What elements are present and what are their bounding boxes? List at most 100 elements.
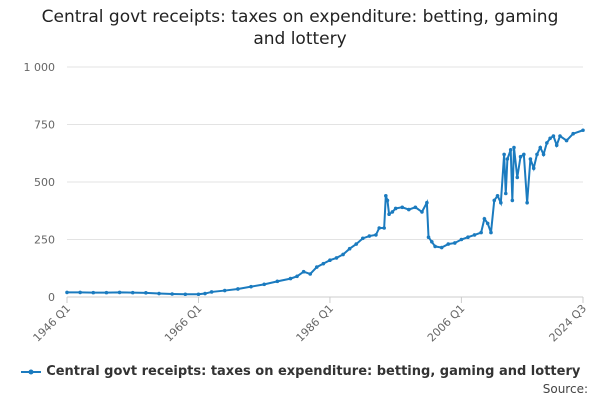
data-point — [144, 291, 148, 295]
data-point — [538, 145, 543, 150]
chart-title: Central govt receipts: taxes on expendit… — [41, 7, 559, 49]
data-point — [439, 245, 444, 250]
data-point — [430, 240, 434, 244]
data-point — [262, 282, 266, 287]
data-point — [459, 237, 464, 242]
data-point — [564, 138, 569, 143]
data-point — [407, 207, 411, 212]
data-point — [65, 290, 69, 295]
y-tick-label: 250 — [34, 234, 55, 247]
data-point — [515, 175, 520, 180]
data-point — [203, 291, 207, 296]
data-point — [384, 194, 388, 198]
data-point — [558, 134, 562, 138]
data-point — [321, 261, 326, 266]
x-tick-label: 2024 Q3 — [547, 302, 590, 345]
data-point — [387, 212, 391, 216]
x-tick-label: 1986 Q1 — [294, 302, 337, 345]
data-point — [382, 226, 386, 230]
data-point — [545, 141, 549, 145]
data-point — [104, 290, 109, 295]
data-point — [548, 136, 552, 141]
data-point — [301, 269, 306, 274]
data-point — [485, 221, 490, 226]
data-point — [183, 292, 188, 297]
data-point — [78, 290, 82, 295]
data-point — [433, 244, 437, 249]
data-point — [130, 290, 135, 295]
data-point — [420, 210, 424, 214]
data-point — [275, 279, 280, 284]
data-point — [502, 152, 506, 157]
data-point — [466, 235, 470, 239]
data-point — [347, 246, 352, 251]
data-point — [314, 265, 319, 269]
legend-swatch — [20, 369, 41, 374]
data-point — [472, 233, 477, 237]
data-point — [222, 288, 227, 293]
data-point — [367, 234, 372, 238]
y-tick-label: 750 — [34, 119, 55, 132]
data-point — [512, 145, 516, 150]
data-point — [360, 236, 365, 241]
data-point — [288, 276, 293, 281]
data-point — [425, 200, 429, 205]
data-point — [341, 252, 345, 257]
data-point — [508, 148, 513, 152]
data-point — [295, 274, 299, 279]
data-point — [492, 198, 497, 203]
legend: Central govt receipts: taxes on expendit… — [0, 364, 600, 379]
x-tick-label: 2006 Q1 — [425, 302, 468, 345]
data-point — [390, 210, 395, 214]
data-point — [328, 258, 332, 263]
data-point — [495, 194, 500, 198]
data-point — [374, 233, 378, 237]
data-point — [413, 205, 418, 210]
data-point — [453, 241, 457, 245]
data-point — [157, 291, 161, 296]
data-point — [236, 287, 240, 291]
data-point — [400, 205, 405, 210]
y-tick-label: 1 000 — [24, 61, 56, 74]
data-point — [385, 198, 390, 203]
data-point — [117, 290, 122, 295]
data-point — [479, 230, 483, 235]
legend-label: Central govt receipts: taxes on expendit… — [46, 364, 581, 379]
data-point — [91, 290, 96, 295]
data-point — [571, 131, 575, 136]
x-tick-label: 1946 Q1 — [31, 302, 74, 345]
data-point — [426, 235, 431, 239]
data-point — [505, 157, 510, 161]
data-point — [518, 154, 523, 159]
data-point — [393, 206, 398, 211]
data-point — [499, 200, 503, 205]
source: Source: — [542, 382, 588, 396]
data-point — [334, 256, 339, 260]
data-point — [354, 242, 359, 246]
data-point — [531, 166, 536, 170]
x-tick-label: 1966 Q1 — [162, 302, 205, 345]
data-point — [377, 226, 382, 230]
data-point — [528, 157, 533, 161]
data-point — [489, 230, 493, 235]
data-point — [249, 284, 253, 289]
y-tick-label: 0 — [48, 291, 55, 304]
data-point — [522, 152, 526, 157]
data-point — [196, 292, 201, 297]
data-point — [551, 134, 556, 138]
data-point — [581, 128, 585, 133]
data-point — [170, 292, 174, 296]
y-tick-label: 500 — [34, 176, 55, 189]
data-point — [541, 152, 546, 157]
data-point — [446, 242, 451, 246]
data-point — [503, 191, 508, 196]
data-point — [209, 290, 214, 294]
data-point — [554, 143, 559, 147]
data-point — [482, 217, 487, 221]
data-point — [535, 152, 539, 157]
data-point — [525, 200, 529, 205]
data-point — [510, 198, 515, 203]
data-point — [308, 272, 313, 276]
